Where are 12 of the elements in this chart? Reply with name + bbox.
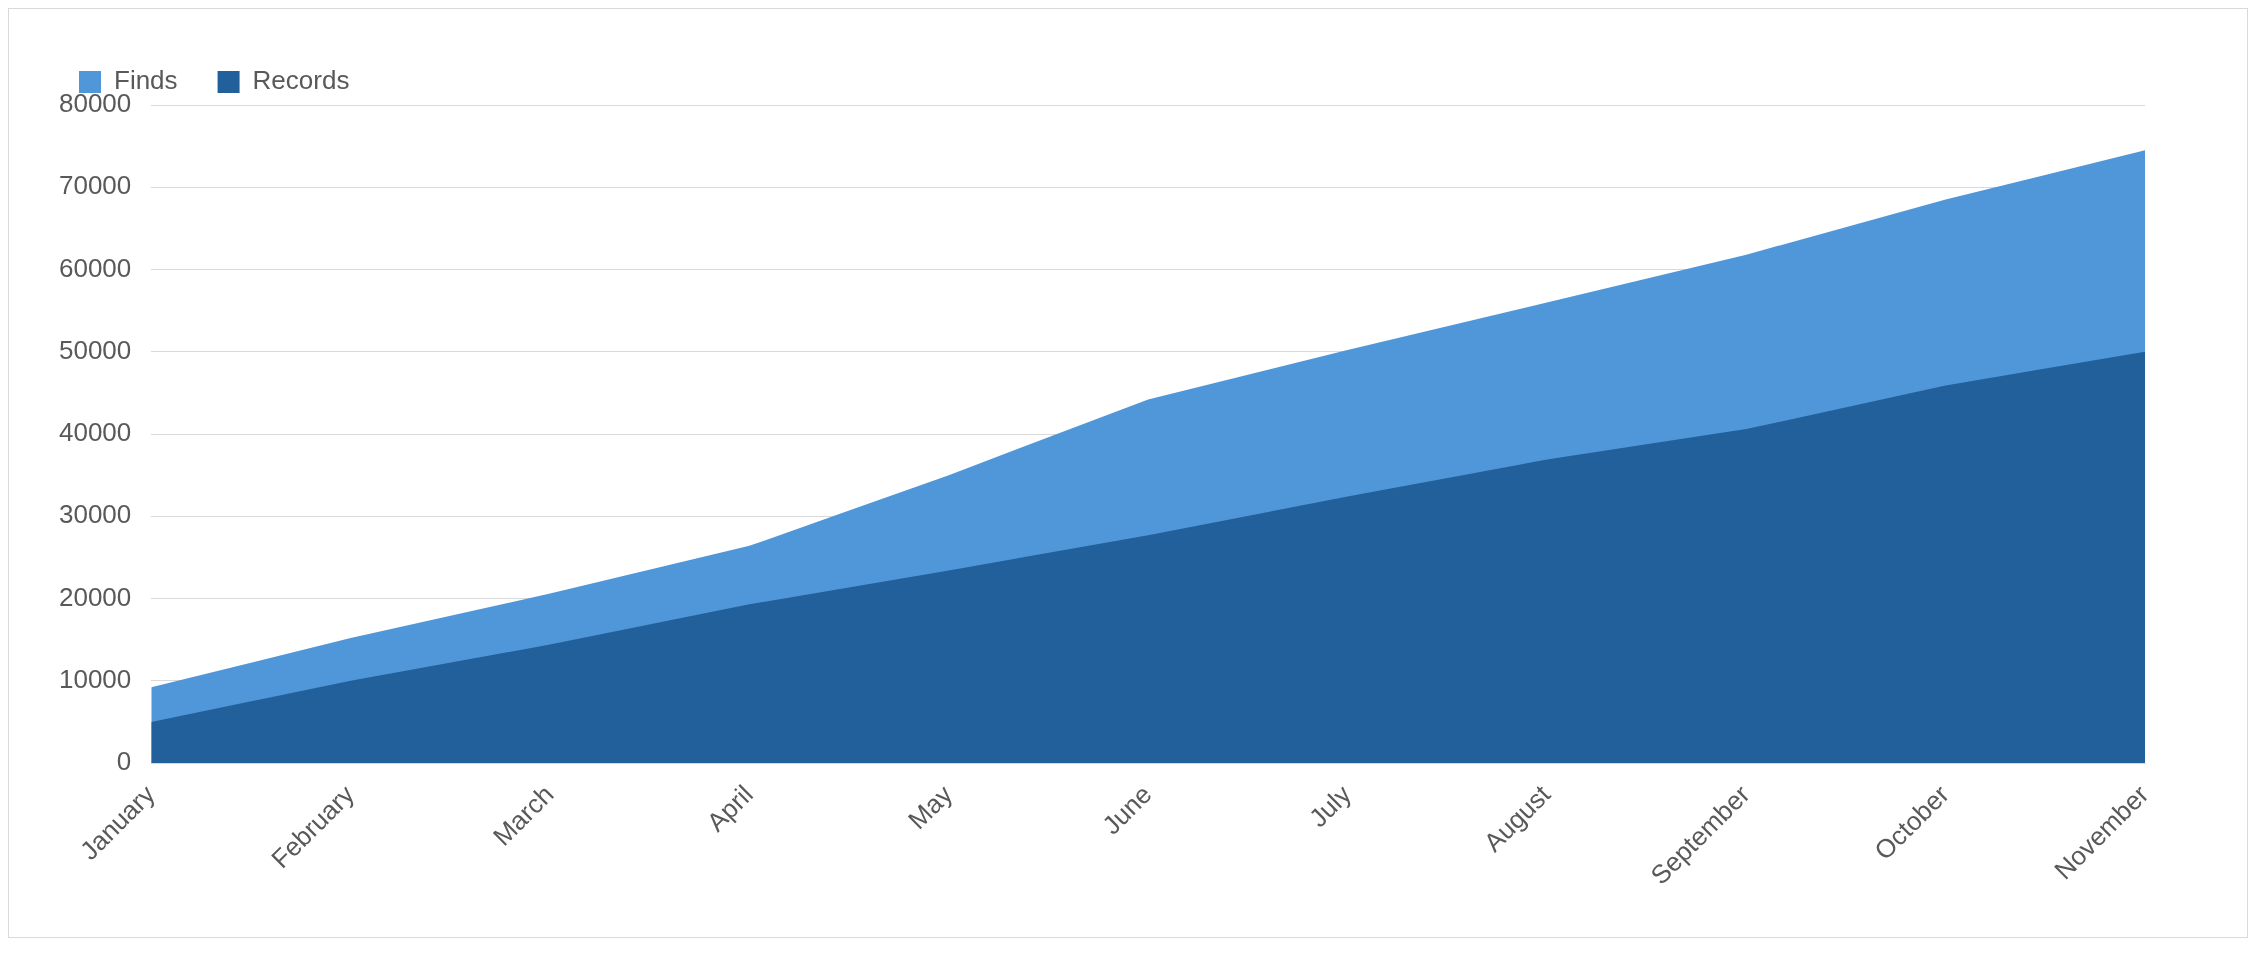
y-tick-label: 40000 [58, 417, 132, 448]
y-tick-label: 60000 [58, 252, 132, 283]
y-tick-label: 50000 [58, 334, 132, 365]
y-tick-label: 70000 [58, 170, 132, 201]
legend-label: Records [252, 65, 350, 96]
y-tick-label: 80000 [58, 88, 132, 119]
y-tick-label: 10000 [58, 663, 132, 694]
y-tick-label: 20000 [58, 581, 132, 612]
y-tick-label: 0 [116, 746, 132, 777]
y-tick-label: 30000 [58, 499, 132, 530]
x-tick-label: May [902, 779, 959, 836]
x-tick-label: July [1302, 779, 1357, 834]
